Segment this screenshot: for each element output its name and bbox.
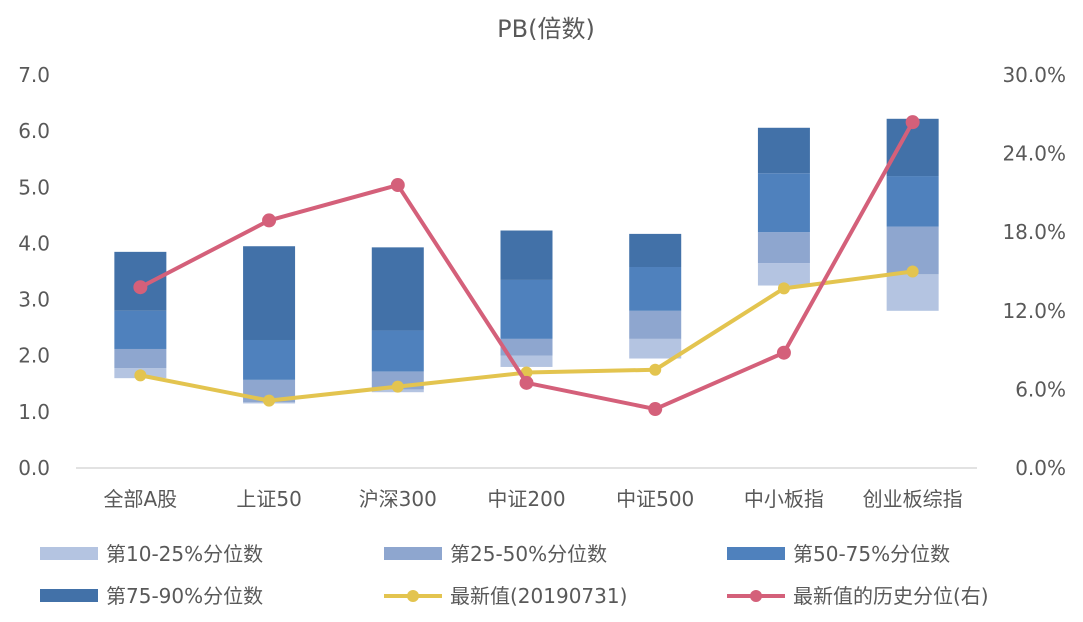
bar-segment-4 [243, 246, 296, 340]
category-label: 创业板综指 [863, 487, 963, 511]
right-tick-label: 0.0% [1015, 456, 1066, 480]
legend-swatch [727, 547, 785, 560]
bar-segment-4 [757, 127, 810, 174]
right-tick-label: 6.0% [1015, 377, 1066, 401]
category-label: 中证500 [616, 487, 694, 511]
category-label: 上证50 [236, 487, 301, 511]
bar-segment-3 [243, 339, 296, 380]
series-point-2 [519, 375, 534, 390]
bar-segment-3 [500, 279, 553, 339]
bar-segment-3 [629, 267, 682, 311]
line-series [133, 115, 920, 417]
left-tick-label: 2.0 [18, 344, 50, 368]
right-tick-label: 30.0% [1002, 63, 1066, 87]
right-tick-label: 12.0% [1002, 299, 1066, 323]
legend-marker [407, 590, 419, 602]
series-point-1 [906, 265, 919, 278]
bar-segment-3 [371, 330, 424, 372]
series-point-2 [262, 213, 277, 228]
series-point-1 [391, 380, 404, 393]
right-tick-label: 18.0% [1002, 220, 1066, 244]
legend-label: 第75-90%分位数 [106, 584, 263, 608]
right-axis: 0.0% 6.0% 12.0% 18.0% 24.0% 30.0% [1002, 63, 1066, 480]
category-label: 沪深300 [359, 487, 437, 511]
legend-label: 第50-75%分位数 [793, 542, 950, 566]
series-point-2 [390, 178, 405, 193]
category-label: 中小板指 [744, 487, 824, 511]
category-labels: 全部A股 上证50 沪深300 中证200 中证500 中小板指 创业板综指 [104, 487, 963, 511]
bar-segment-1 [629, 338, 682, 359]
bar-segment-4 [500, 230, 553, 280]
series-point-2 [905, 115, 920, 130]
bar-segment-2 [500, 338, 553, 356]
left-tick-label: 7.0 [18, 63, 50, 87]
legend-swatch [384, 547, 442, 560]
bar-segment-3 [886, 176, 939, 227]
legend-label: 最新值(20190731) [450, 584, 627, 608]
left-tick-label: 6.0 [18, 119, 50, 143]
left-tick-label: 5.0 [18, 175, 50, 199]
series-point-1 [649, 363, 662, 376]
bar-segment-2 [114, 348, 167, 369]
bar-segment-4 [371, 247, 424, 331]
series-point-2 [133, 280, 148, 295]
bar-segment-4 [629, 233, 682, 268]
chart-title: PB(倍数) [497, 15, 595, 43]
legend-label: 第25-50%分位数 [450, 542, 607, 566]
series-point-2 [648, 402, 663, 417]
legend-swatch [40, 589, 98, 602]
left-tick-label: 0.0 [18, 456, 50, 480]
series-point-2 [776, 345, 791, 360]
series-point-1 [777, 282, 790, 295]
bar-segment-1 [886, 274, 939, 311]
left-tick-label: 1.0 [18, 400, 50, 424]
bar-segment-3 [114, 310, 167, 349]
category-label: 全部A股 [104, 487, 178, 511]
bar-segment-2 [757, 232, 810, 264]
legend-label: 第10-25%分位数 [106, 542, 263, 566]
series-point-1 [263, 394, 276, 407]
right-tick-label: 24.0% [1002, 142, 1066, 166]
left-tick-label: 4.0 [18, 231, 50, 255]
percentile-bars [114, 118, 939, 404]
left-axis: 0.0 1.0 2.0 3.0 4.0 5.0 6.0 7.0 [18, 63, 50, 480]
legend-swatch [40, 547, 98, 560]
left-tick-label: 3.0 [18, 288, 50, 312]
legend-label: 最新值的历史分位(右) [793, 584, 989, 608]
bar-segment-3 [757, 173, 810, 233]
series-point-1 [134, 369, 147, 382]
legend-marker [750, 590, 762, 602]
legend: 第10-25%分位数 第25-50%分位数 第50-75%分位数第75-90%分位数… [40, 542, 989, 608]
bar-segment-1 [500, 355, 553, 367]
bar-segment-2 [629, 310, 682, 339]
bar-segment-1 [757, 263, 810, 286]
category-label: 中证200 [487, 487, 565, 511]
